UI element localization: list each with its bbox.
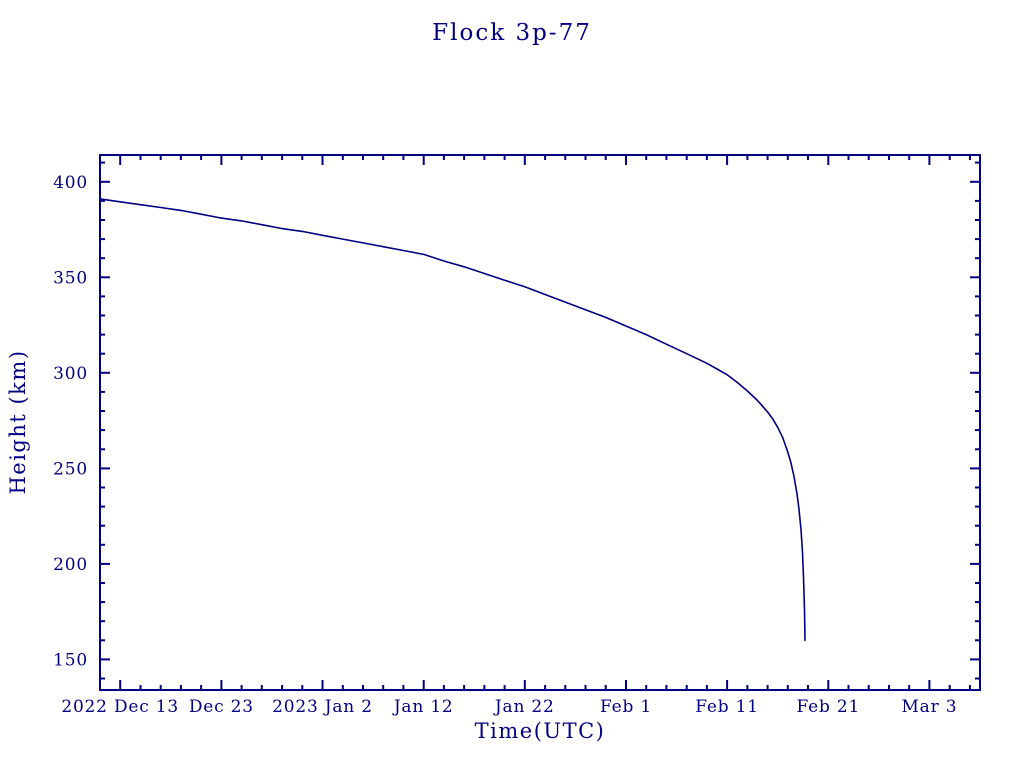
x-ticks xyxy=(99,155,971,690)
y-tick-label: 200 xyxy=(53,555,88,575)
plot-frame xyxy=(99,154,981,691)
y-tick-label: 400 xyxy=(53,173,88,193)
x-tick-label: 2023 Jan 2 xyxy=(272,697,373,717)
x-tick-label: Dec 23 xyxy=(189,697,254,717)
decay-curve xyxy=(99,198,806,642)
y-ticks xyxy=(100,161,980,680)
x-tick-label: Jan 22 xyxy=(493,697,555,717)
y-tick-label: 250 xyxy=(53,459,88,479)
axis-tick-labels: 2022 Dec 13 Dec 23 2023 Jan 2 Jan 12 Jan 22 F… xyxy=(53,173,957,717)
x-tick-label: Feb 1 xyxy=(600,697,652,717)
x-tick-label: Feb 21 xyxy=(796,697,860,717)
x-tick-label: Mar 3 xyxy=(901,697,957,717)
x-tick-label: 2022 Dec 13 xyxy=(61,697,179,717)
y-axis-label: Height (km) xyxy=(6,349,30,495)
x-tick-label: Jan 12 xyxy=(392,697,454,717)
y-tick-label: 350 xyxy=(53,268,88,288)
y-tick-label: 300 xyxy=(53,364,88,384)
x-tick-label: Feb 11 xyxy=(695,697,759,717)
chart-title: Flock 3p-77 xyxy=(432,20,592,46)
x-axis-label: Time(UTC) xyxy=(474,719,606,743)
y-tick-label: 150 xyxy=(53,650,88,670)
